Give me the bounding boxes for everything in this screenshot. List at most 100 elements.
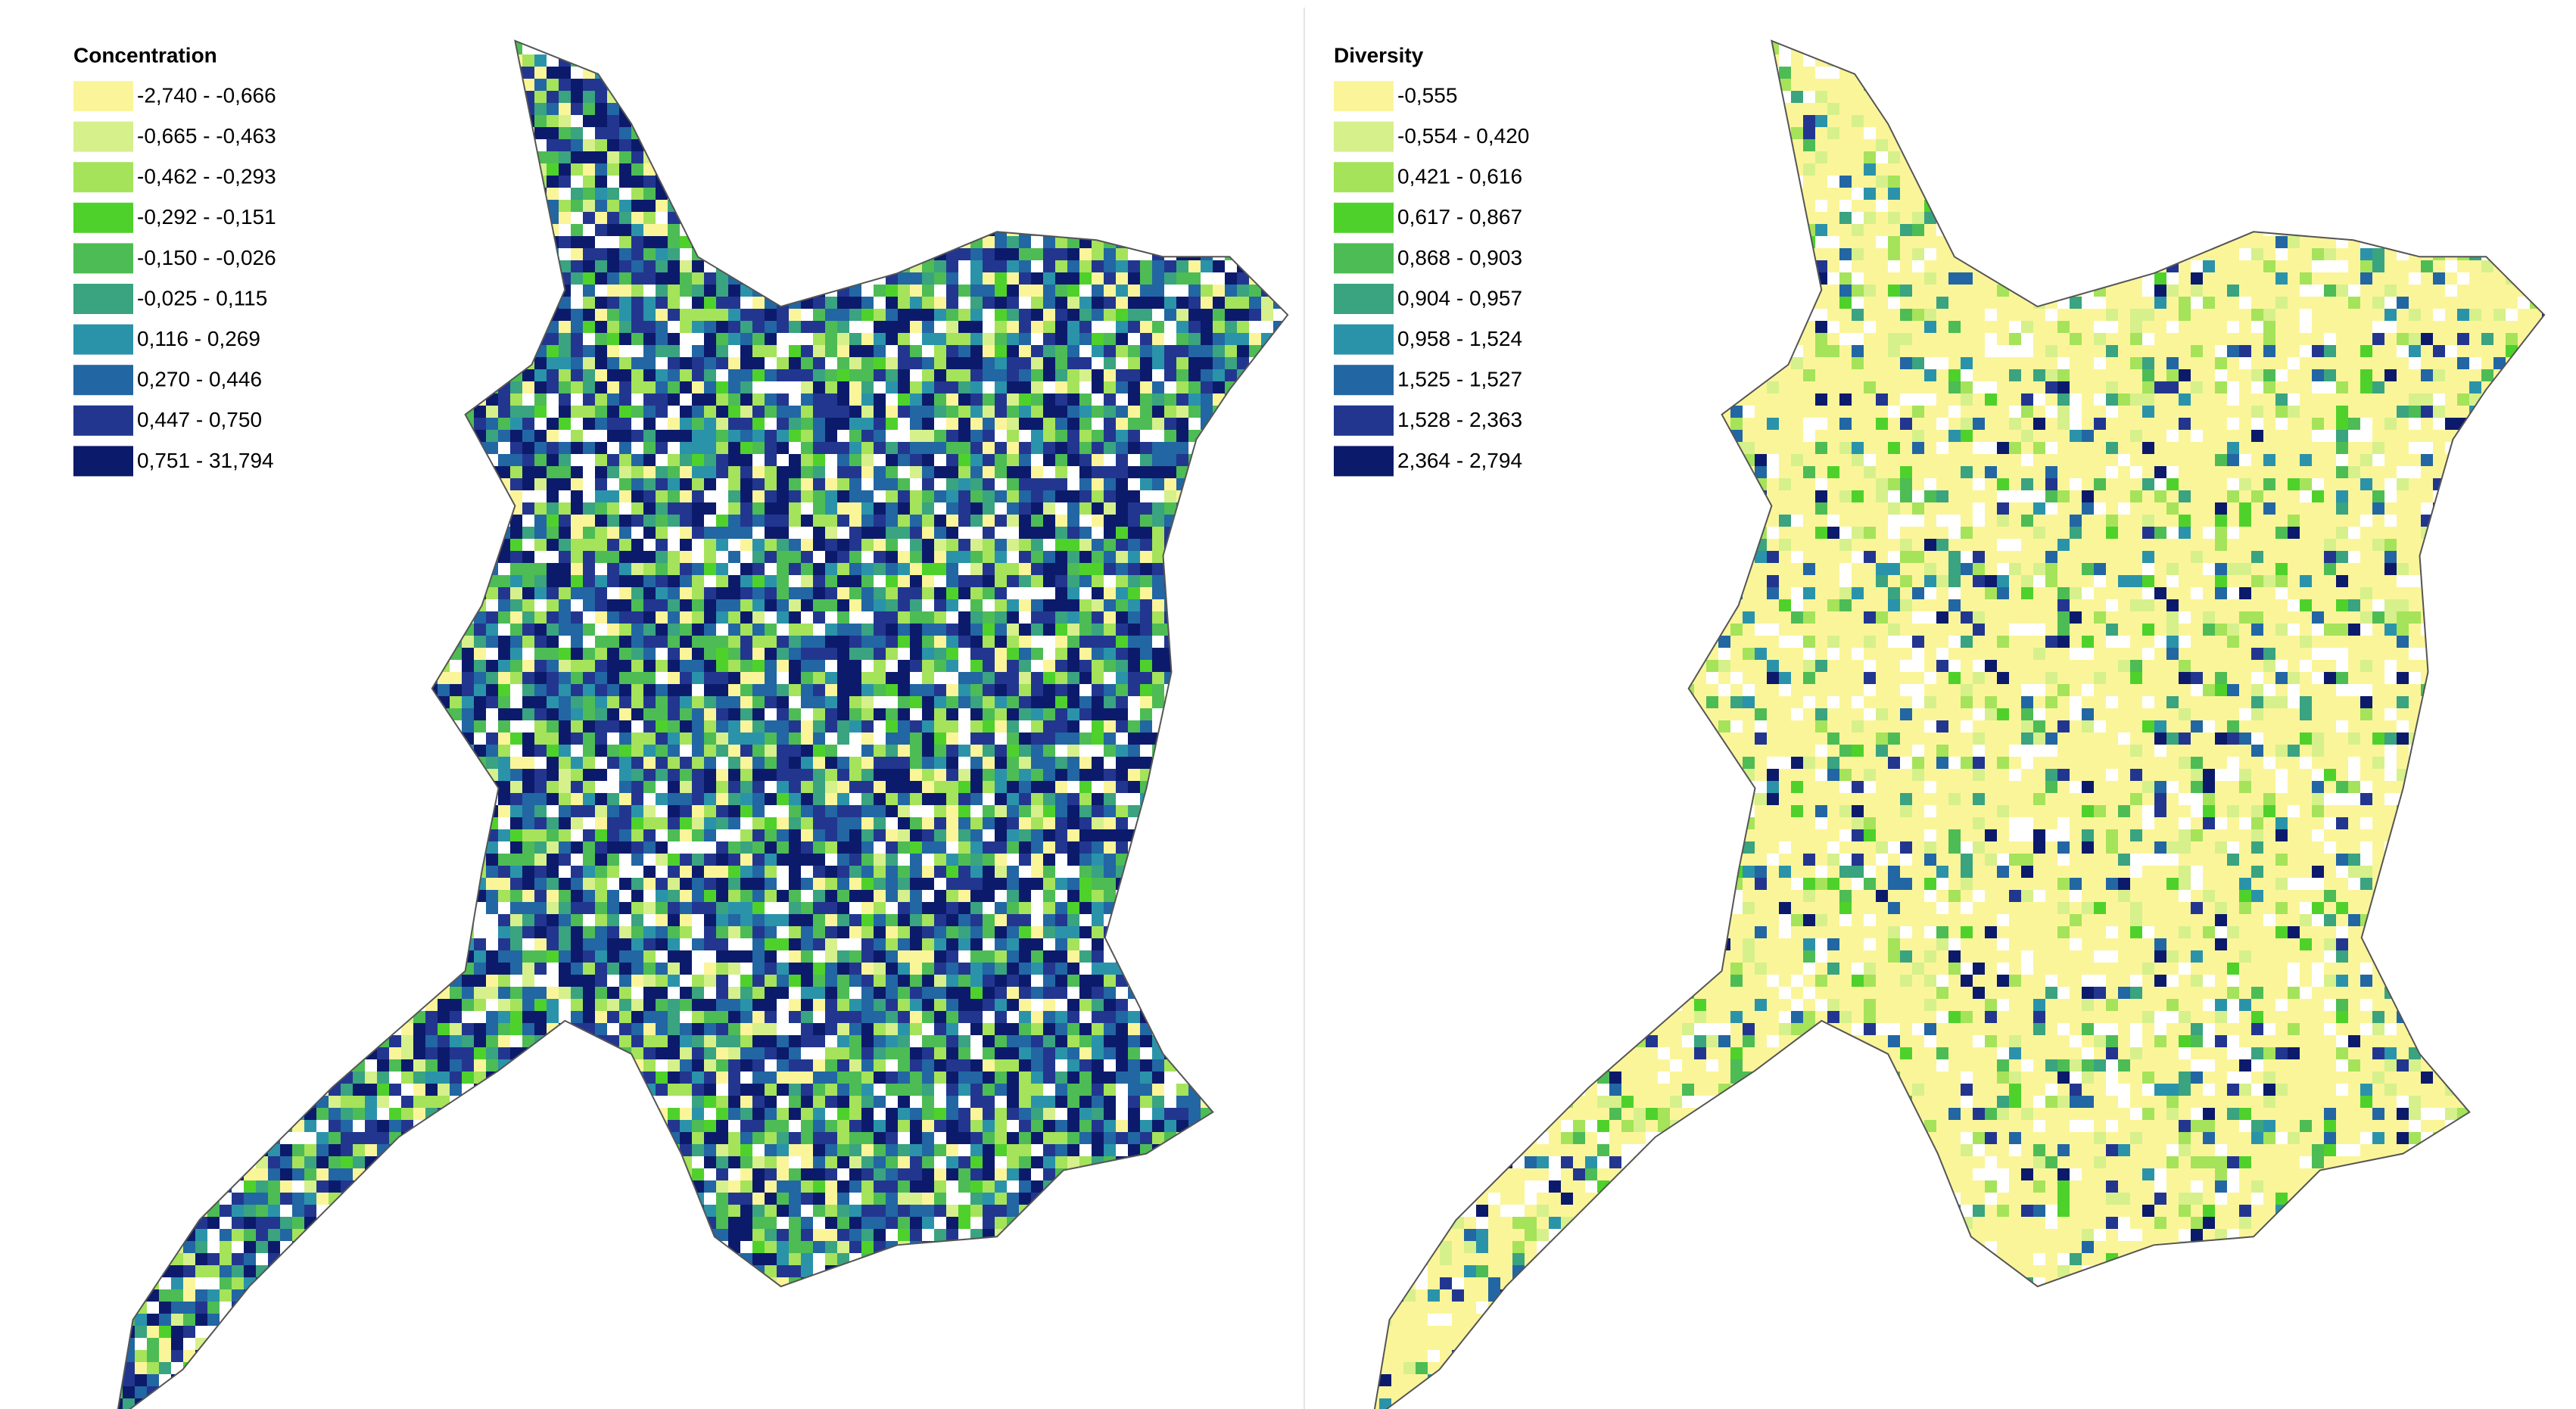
area-cell — [329, 539, 341, 551]
area-cell — [1031, 624, 1043, 636]
area-cell — [1273, 624, 1285, 636]
area-cell — [619, 67, 631, 79]
area-cell — [559, 309, 571, 321]
area-cell — [607, 539, 619, 551]
area-cell — [559, 696, 571, 708]
area-cell — [837, 466, 849, 478]
area-cell — [849, 103, 861, 115]
area-cell — [232, 611, 244, 624]
area-cell — [1201, 188, 1213, 200]
area-cell — [837, 599, 849, 611]
area-cell — [874, 418, 886, 430]
area-cell — [886, 599, 898, 611]
area-cell — [135, 151, 147, 163]
area-cell — [656, 430, 668, 442]
area-cell — [619, 176, 631, 188]
area-cell — [522, 369, 534, 381]
area-cell — [438, 418, 450, 430]
area-cell — [1092, 139, 1104, 151]
area-cell — [910, 345, 922, 357]
area-cell — [970, 490, 983, 502]
area-cell — [777, 91, 789, 103]
area-cell — [1019, 151, 1031, 163]
area-cell — [329, 139, 341, 151]
area-cell — [1285, 696, 1288, 708]
area-cell — [159, 430, 171, 442]
area-cell — [1188, 660, 1201, 672]
area-cell — [159, 527, 171, 539]
area-cell — [341, 636, 353, 648]
area-cell — [837, 478, 849, 490]
area-cell — [135, 696, 147, 708]
area-cell — [825, 163, 837, 176]
area-cell — [474, 551, 486, 563]
area-cell — [316, 176, 329, 188]
area-cell — [740, 321, 752, 333]
area-cell — [643, 357, 656, 369]
area-cell — [958, 139, 970, 151]
area-cell — [1285, 91, 1288, 103]
area-cell — [958, 466, 970, 478]
area-cell — [1116, 67, 1128, 79]
area-cell — [1140, 91, 1152, 103]
area-cell — [522, 406, 534, 418]
area-cell — [692, 40, 704, 42]
area-cell — [716, 188, 728, 200]
area-cell — [183, 551, 195, 563]
area-cell — [1201, 454, 1213, 466]
area-cell — [1140, 67, 1152, 79]
area-cell — [1116, 248, 1128, 260]
area-cell — [1261, 648, 1273, 660]
area-cell — [1092, 599, 1104, 611]
area-cell — [1201, 563, 1213, 575]
area-cell — [740, 212, 752, 224]
area-cell — [680, 115, 692, 127]
area-cell — [425, 297, 438, 309]
area-cell — [341, 478, 353, 490]
area-cell — [970, 272, 983, 285]
area-cell — [752, 333, 765, 345]
area-cell — [922, 611, 934, 624]
area-cell — [898, 103, 910, 115]
area-cell — [534, 648, 547, 660]
area-cell — [1273, 163, 1285, 176]
area-cell — [861, 188, 874, 200]
area-cell — [116, 636, 123, 648]
area-cell — [329, 321, 341, 333]
area-cell — [728, 248, 740, 260]
area-cell — [716, 563, 728, 575]
area-cell — [341, 163, 353, 176]
area-cell — [995, 200, 1007, 212]
area-cell — [643, 490, 656, 502]
area-cell — [462, 599, 474, 611]
area-cell — [1128, 563, 1140, 575]
area-cell — [1285, 272, 1288, 285]
area-cell — [910, 587, 922, 599]
area-cell — [777, 587, 789, 599]
area-cell — [159, 67, 171, 79]
area-cell — [401, 127, 413, 139]
area-cell — [547, 636, 559, 648]
area-cell — [861, 79, 874, 91]
area-cell — [1043, 599, 1055, 611]
area-cell — [668, 260, 680, 272]
area-cell — [474, 611, 486, 624]
area-cell — [789, 466, 801, 478]
area-cell — [268, 357, 280, 369]
area-cell — [547, 599, 559, 611]
area-cell — [765, 103, 777, 115]
area-cell — [680, 611, 692, 624]
area-cell — [510, 442, 522, 454]
area-cell — [595, 648, 607, 660]
area-cell — [534, 696, 547, 708]
area-cell — [1201, 527, 1213, 539]
area-cell — [244, 684, 256, 696]
area-cell — [1188, 406, 1201, 418]
area-cell — [910, 442, 922, 454]
area-cell — [341, 490, 353, 502]
area-cell — [1201, 139, 1213, 151]
area-cell — [680, 454, 692, 466]
area-cell — [643, 345, 656, 357]
area-cell — [934, 611, 946, 624]
area-cell — [680, 624, 692, 636]
